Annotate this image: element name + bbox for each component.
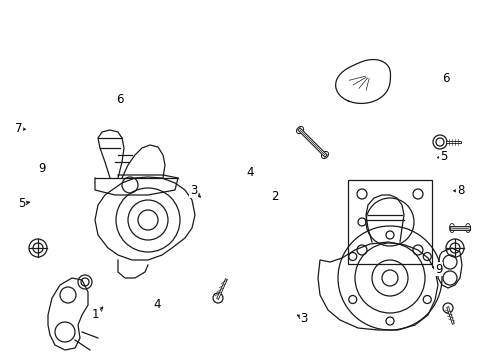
Text: 6: 6 <box>442 72 450 85</box>
Text: 8: 8 <box>457 184 465 197</box>
Text: 4: 4 <box>153 298 161 311</box>
Text: 4: 4 <box>246 166 254 179</box>
Text: 9: 9 <box>38 162 46 175</box>
Text: 3: 3 <box>190 184 197 197</box>
Text: 1: 1 <box>92 309 99 321</box>
Text: 7: 7 <box>15 122 23 135</box>
Text: 5: 5 <box>440 150 447 163</box>
Text: 9: 9 <box>435 263 442 276</box>
Text: 5: 5 <box>18 197 26 210</box>
Text: 2: 2 <box>270 190 278 203</box>
Text: 3: 3 <box>300 312 308 325</box>
Text: 6: 6 <box>116 93 124 105</box>
